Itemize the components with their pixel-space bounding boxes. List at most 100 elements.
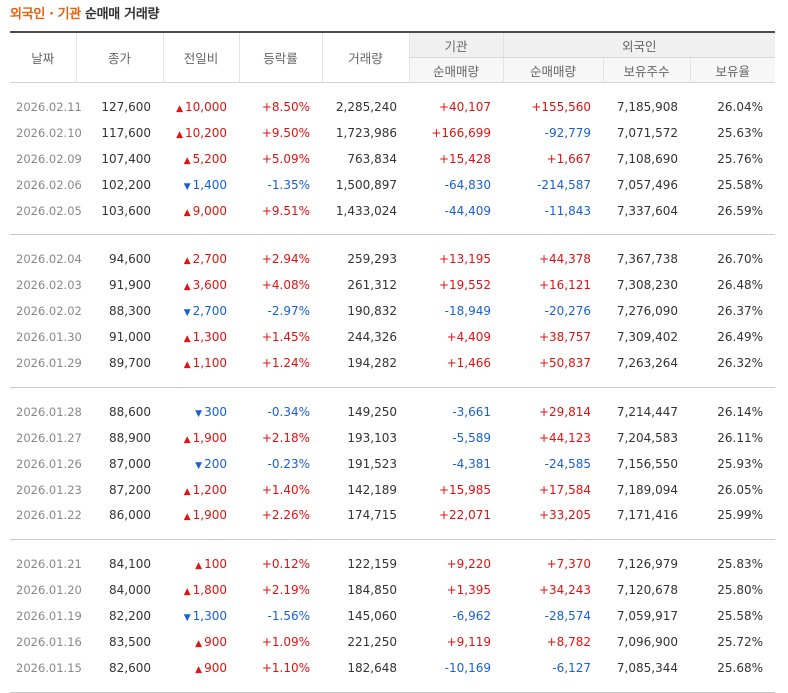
change-value: 9,000 — [192, 203, 227, 218]
rate-cell: +4.08% — [261, 278, 310, 293]
triangle-up-icon: ▲ — [183, 359, 191, 370]
close-cell: 127,600 — [101, 99, 151, 114]
foreign-net-cell: +33,205 — [538, 508, 591, 523]
date-cell: 2026.02.04 — [16, 252, 82, 267]
foreign-holdings-cell: 7,309,402 — [616, 330, 678, 345]
institution-net-cell: +19,552 — [438, 278, 491, 293]
foreign-ratio-cell: 25.80% — [717, 583, 763, 598]
date-cell: 2026.01.21 — [16, 557, 82, 572]
foreign-net-cell: +50,837 — [538, 355, 591, 370]
rate-cell: +2.26% — [261, 508, 310, 523]
foreign-holdings-cell: 7,120,678 — [616, 583, 678, 598]
volume-cell: 221,250 — [347, 634, 397, 649]
triangle-up-icon: ▲ — [183, 207, 191, 218]
rate-cell: +8.50% — [261, 99, 310, 114]
foreign-holdings-cell: 7,057,496 — [616, 177, 678, 192]
foreign-holdings-cell: 7,367,738 — [616, 252, 678, 267]
group-divider — [10, 375, 775, 388]
change-cell: ▼ 200 — [163, 451, 239, 477]
foreign-ratio-cell: 25.58% — [717, 177, 763, 192]
change-cell: ▲ 100 — [163, 551, 239, 577]
foreign-ratio-cell: 25.83% — [717, 557, 763, 572]
change-cell: ▲ 900 — [163, 629, 239, 655]
foreign-net-cell: +44,123 — [538, 430, 591, 445]
institution-net-cell: +15,428 — [438, 151, 491, 166]
triangle-up-icon: ▲ — [176, 129, 183, 140]
table-row: 2026.02.11 127,600 ▲ 10,000 +8.50% 2,285,240 +… — [10, 94, 775, 120]
triangle-down-icon: ▼ — [183, 308, 191, 319]
rate-cell: +1.24% — [261, 355, 310, 370]
table-row: 2026.01.23 87,200 ▲ 1,200 +1.40% 142,189 +15,9… — [10, 477, 775, 503]
date-cell: 2026.02.09 — [16, 151, 82, 166]
close-cell: 84,100 — [109, 557, 151, 572]
table-row: 2026.01.28 88,600 ▼ 300 -0.34% 149,250 -3,661 +… — [10, 399, 775, 425]
change-value: 100 — [204, 557, 227, 572]
close-cell: 87,000 — [109, 456, 151, 471]
institution-net-cell: +40,107 — [438, 99, 491, 114]
institution-net-cell: -44,409 — [444, 203, 491, 218]
foreign-net-cell: +34,243 — [538, 583, 591, 598]
date-cell: 2026.02.03 — [16, 278, 82, 293]
date-cell: 2026.01.27 — [16, 430, 82, 445]
triangle-up-icon: ▲ — [183, 334, 191, 345]
change-cell: ▲ 9,000 — [163, 198, 239, 224]
foreign-ratio-cell: 26.59% — [717, 203, 763, 218]
table-row: 2026.02.02 88,300 ▼ 2,700 -2.97% 190,832 -18,9… — [10, 298, 775, 324]
volume-cell: 190,832 — [347, 304, 397, 319]
rate-cell: +1.45% — [261, 330, 310, 345]
group-divider — [10, 680, 775, 693]
change-cell: ▲ 1,900 — [163, 425, 239, 451]
change-value: 900 — [204, 660, 227, 675]
institution-net-cell: -18,949 — [444, 304, 491, 319]
foreign-holdings-cell: 7,071,572 — [616, 125, 678, 140]
change-value: 3,600 — [192, 278, 227, 293]
institution-net-cell: +22,071 — [438, 508, 491, 523]
volume-cell: 261,312 — [347, 278, 397, 293]
rate-cell: -1.56% — [267, 609, 310, 624]
change-cell: ▲ 1,100 — [163, 350, 239, 376]
change-cell: ▲ 1,300 — [163, 324, 239, 350]
close-cell: 107,400 — [101, 151, 151, 166]
volume-cell: 145,060 — [347, 609, 397, 624]
foreign-ratio-cell: 26.48% — [717, 278, 763, 293]
rate-cell: +2.19% — [261, 583, 310, 598]
table-row: 2026.02.09 107,400 ▲ 5,200 +5.09% 763,834 +15,… — [10, 146, 775, 172]
table-row: 2026.01.29 89,700 ▲ 1,100 +1.24% 194,282 +1,46… — [10, 350, 775, 376]
header-rate: 등락률 — [239, 31, 323, 83]
triangle-up-icon: ▲ — [176, 103, 183, 114]
date-cell: 2026.02.06 — [16, 177, 82, 192]
triangle-up-icon: ▲ — [183, 512, 191, 523]
volume-cell: 149,250 — [347, 404, 397, 419]
foreign-holdings-cell: 7,263,264 — [616, 355, 678, 370]
header-foreign-holdings: 보유주수 — [602, 57, 690, 83]
date-cell: 2026.01.23 — [16, 482, 82, 497]
rate-cell: +1.10% — [261, 660, 310, 675]
triangle-down-icon: ▼ — [183, 613, 191, 624]
change-value: 10,000 — [185, 99, 227, 114]
rate-cell: +2.94% — [261, 252, 310, 267]
triangle-down-icon: ▼ — [195, 460, 203, 471]
table-row: 2026.02.06 102,200 ▼ 1,400 -1.35% 1,500,897 -6… — [10, 172, 775, 198]
foreign-holdings-cell: 7,308,230 — [616, 278, 678, 293]
foreign-holdings-cell: 7,185,908 — [616, 99, 678, 114]
triangle-up-icon: ▲ — [183, 256, 191, 267]
change-cell: ▲ 900 — [163, 655, 239, 681]
triangle-down-icon: ▼ — [195, 408, 203, 419]
change-value: 2,700 — [192, 304, 227, 319]
institution-net-cell: +9,220 — [446, 557, 491, 572]
date-cell: 2026.01.30 — [16, 330, 82, 345]
rate-cell: +1.09% — [261, 634, 310, 649]
close-cell: 102,200 — [101, 177, 151, 192]
foreign-ratio-cell: 26.49% — [717, 330, 763, 345]
close-cell: 82,600 — [109, 660, 151, 675]
close-cell: 84,000 — [109, 583, 151, 598]
header-change: 전일비 — [163, 31, 240, 83]
section-title: 외국인 · 기관 순매매 거래량 — [10, 5, 159, 25]
close-cell: 82,200 — [109, 609, 151, 624]
close-cell: 89,700 — [109, 355, 151, 370]
foreign-ratio-cell: 25.72% — [717, 634, 763, 649]
change-cell: ▲ 1,900 — [163, 502, 239, 528]
table-row: 2026.01.30 91,000 ▲ 1,300 +1.45% 244,326 +4,40… — [10, 324, 775, 350]
table-row: 2026.01.19 82,200 ▼ 1,300 -1.56% 145,060 -6,96… — [10, 603, 775, 629]
rate-cell: +5.09% — [261, 151, 310, 166]
